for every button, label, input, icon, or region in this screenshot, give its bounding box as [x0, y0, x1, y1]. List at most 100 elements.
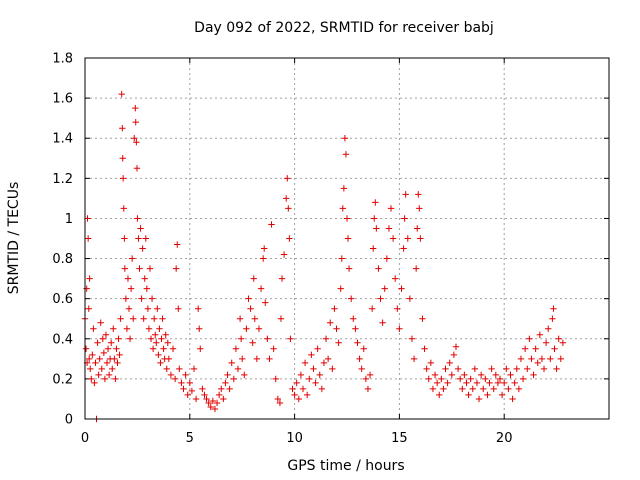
data-point [120, 205, 127, 212]
data-point [511, 379, 518, 387]
data-point [410, 355, 418, 363]
data-point [180, 385, 187, 393]
y-tick-label: 0.2 [52, 372, 73, 387]
data-point [85, 305, 92, 312]
data-point [329, 365, 336, 373]
data-point [218, 385, 225, 393]
data-point [102, 331, 110, 338]
data-point [101, 375, 109, 383]
data-point [272, 375, 279, 383]
data-point [356, 355, 363, 363]
data-point [84, 235, 92, 242]
data-point [118, 90, 125, 98]
data-point [436, 391, 443, 399]
data-point [103, 359, 111, 367]
data-point [98, 365, 105, 373]
data-point [461, 371, 468, 379]
data-point [278, 275, 286, 282]
data-point [140, 315, 147, 322]
data-point [442, 365, 449, 373]
data-point [127, 285, 135, 292]
data-point [402, 191, 409, 198]
data-point [86, 275, 93, 282]
data-point [316, 371, 323, 379]
data-point [154, 305, 161, 312]
data-point [338, 255, 345, 262]
data-point [276, 399, 284, 407]
data-point [320, 359, 328, 367]
data-point [475, 395, 483, 403]
data-point [440, 385, 447, 393]
data-point [176, 365, 183, 373]
data-point [312, 379, 319, 387]
data-point [494, 379, 502, 387]
data-point [291, 391, 298, 399]
data-point [340, 185, 348, 192]
data-point [421, 345, 428, 353]
data-point [550, 305, 557, 312]
x-tick-label: 5 [186, 431, 194, 446]
data-point [416, 205, 423, 212]
data-point [324, 355, 332, 363]
data-point [341, 135, 349, 142]
data-point [97, 319, 104, 326]
data-point [280, 251, 288, 258]
data-point [110, 325, 117, 332]
data-point [498, 391, 506, 399]
data-point [188, 387, 196, 395]
data-point [540, 365, 548, 373]
data-point [360, 345, 367, 353]
data-point [492, 371, 500, 379]
data-point [139, 245, 146, 252]
data-point [157, 359, 164, 367]
y-tick-label: 0.4 [52, 332, 73, 347]
data-point [553, 365, 560, 373]
data-point [285, 205, 292, 212]
data-point [162, 331, 169, 338]
plot-frame [84, 57, 610, 420]
data-point [190, 365, 198, 373]
data-point [352, 325, 359, 332]
data-point [274, 395, 282, 403]
data-point [477, 371, 485, 379]
data-point [125, 305, 133, 312]
data-point [105, 371, 113, 379]
data-point [115, 335, 122, 342]
data-point [130, 315, 137, 322]
data-point [145, 325, 153, 332]
data-point [266, 355, 273, 363]
data-point [454, 365, 462, 373]
data-point [404, 235, 411, 242]
data-point [160, 345, 167, 353]
data-point [473, 379, 481, 387]
data-point [557, 355, 564, 363]
data-point [452, 343, 460, 350]
data-point [375, 265, 382, 272]
data-point [82, 345, 90, 353]
data-point [501, 379, 508, 387]
data-point [224, 371, 231, 379]
data-point [122, 295, 130, 302]
y-axis-label: SRMTID / TECUs [6, 182, 22, 295]
data-point [100, 349, 108, 357]
data-point [521, 345, 529, 353]
data-point [295, 395, 302, 403]
data-point [519, 375, 527, 383]
y-tick-label: 1 [65, 212, 73, 227]
data-point [117, 315, 124, 322]
data-point [264, 335, 271, 342]
data-point [486, 379, 493, 387]
data-point [174, 241, 181, 248]
data-point [268, 221, 275, 228]
data-point [155, 351, 162, 359]
data-point [284, 175, 291, 182]
data-point [368, 305, 376, 312]
data-point [364, 385, 372, 393]
data-point [389, 235, 397, 242]
data-point [111, 355, 118, 363]
data-point [327, 319, 334, 326]
data-point [126, 335, 134, 342]
data-point [343, 215, 351, 222]
data-point [201, 391, 208, 399]
data-point [372, 199, 379, 206]
